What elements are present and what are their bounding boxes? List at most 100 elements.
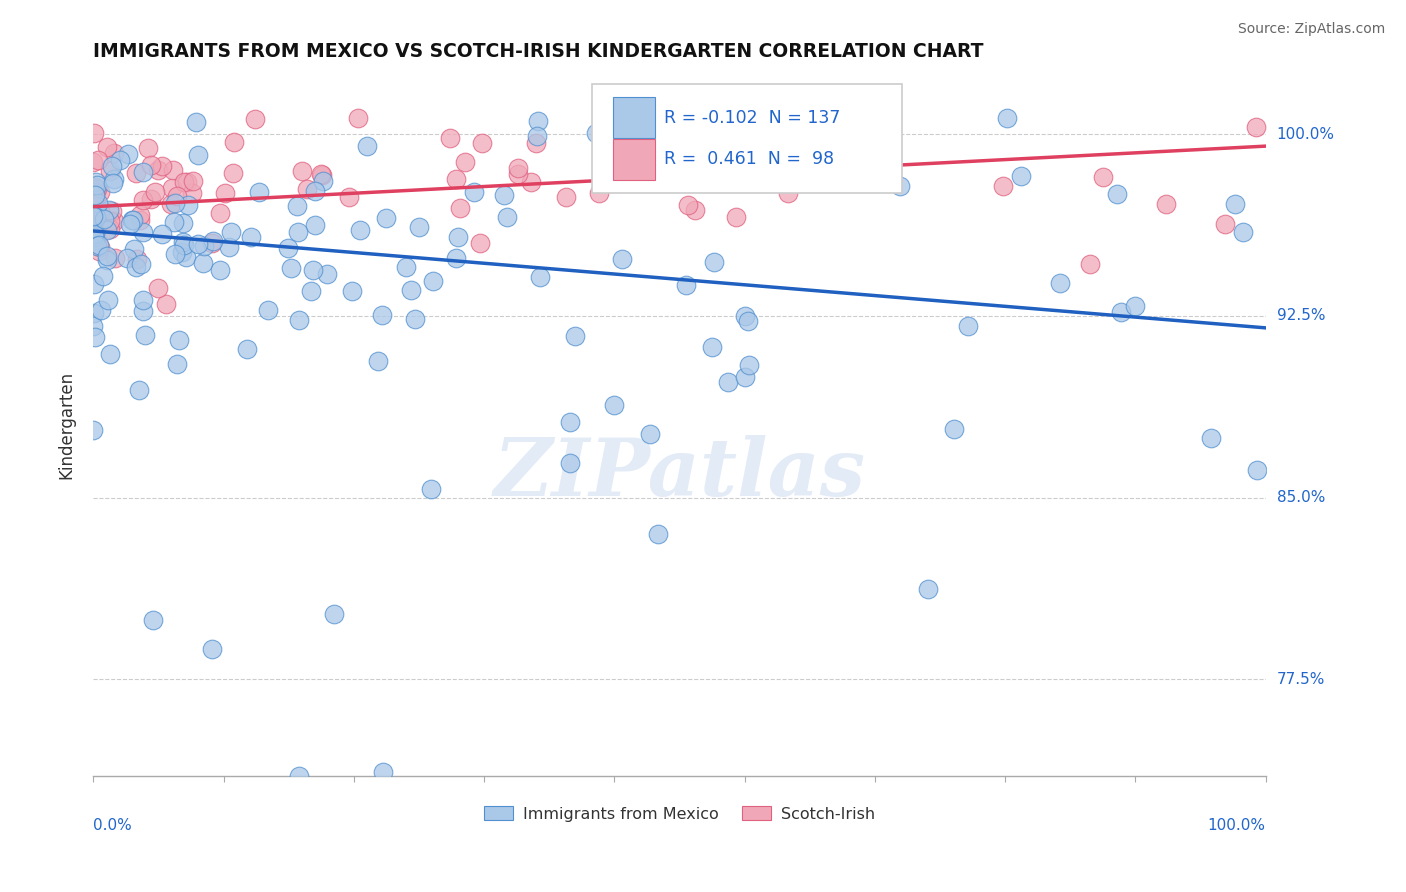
Point <box>734 370 756 384</box>
Text: R =  0.461  N =  98: R = 0.461 N = 98 <box>664 151 834 169</box>
Point <box>82 188 104 202</box>
Point <box>82 190 104 204</box>
Point <box>776 186 799 200</box>
Point <box>160 181 183 195</box>
Point <box>889 179 911 194</box>
Point <box>125 166 148 180</box>
Point <box>128 383 150 397</box>
Point <box>224 135 246 149</box>
Point <box>669 164 692 178</box>
Text: R = -0.102  N = 137: R = -0.102 N = 137 <box>664 109 841 127</box>
Point <box>304 184 326 198</box>
Point <box>588 186 610 200</box>
Point <box>82 154 104 169</box>
Point <box>132 304 155 318</box>
Point <box>86 153 108 168</box>
Point <box>83 216 105 230</box>
Point <box>1010 169 1032 183</box>
Point <box>749 168 772 182</box>
Point <box>724 210 747 224</box>
Point <box>120 217 142 231</box>
Y-axis label: Kindergarten: Kindergarten <box>58 371 75 479</box>
Point <box>301 262 323 277</box>
Point <box>83 230 105 244</box>
Point <box>1049 276 1071 290</box>
Point <box>309 168 332 182</box>
Point <box>163 246 186 260</box>
Point <box>214 186 236 200</box>
Point <box>610 252 633 266</box>
Point <box>243 112 266 126</box>
Point <box>558 416 581 430</box>
Point <box>89 204 111 219</box>
Point <box>83 227 105 241</box>
Point <box>83 214 105 228</box>
Point <box>132 193 155 207</box>
Point <box>449 201 471 215</box>
Point <box>84 233 107 247</box>
Point <box>661 90 683 104</box>
Point <box>83 306 105 320</box>
Point <box>98 347 121 361</box>
Point <box>202 234 225 248</box>
Point <box>83 200 105 214</box>
Point <box>602 398 624 412</box>
Point <box>177 198 200 212</box>
Point <box>83 187 105 202</box>
Point <box>98 214 121 228</box>
Point <box>564 328 586 343</box>
Point <box>554 190 576 204</box>
Point <box>90 303 112 318</box>
Point <box>129 208 152 222</box>
Point <box>172 216 194 230</box>
Point <box>100 204 122 219</box>
Point <box>312 174 335 188</box>
Text: Source: ZipAtlas.com: Source: ZipAtlas.com <box>1237 22 1385 37</box>
Point <box>371 764 394 779</box>
Point <box>122 213 145 227</box>
Point <box>1091 169 1114 184</box>
Point <box>86 178 108 193</box>
Point <box>160 196 183 211</box>
Point <box>96 223 118 237</box>
Point <box>337 190 360 204</box>
Point <box>1078 257 1101 271</box>
Point <box>311 168 333 182</box>
Point <box>454 155 477 169</box>
Point <box>97 203 120 218</box>
Point <box>82 219 104 233</box>
Point <box>1213 217 1236 231</box>
Point <box>218 240 240 254</box>
Point <box>991 179 1014 194</box>
Point <box>676 198 699 212</box>
Point <box>176 250 198 264</box>
Point <box>83 201 105 215</box>
Point <box>529 269 551 284</box>
Point <box>558 456 581 470</box>
Point <box>150 227 173 241</box>
Text: 100.0%: 100.0% <box>1208 818 1265 833</box>
Point <box>683 202 706 217</box>
Point <box>187 147 209 161</box>
Point <box>257 302 280 317</box>
Point <box>136 141 159 155</box>
Point <box>125 252 148 266</box>
Point <box>526 113 548 128</box>
Point <box>717 375 740 389</box>
Point <box>91 269 114 284</box>
Point <box>93 212 115 227</box>
Point <box>613 97 636 112</box>
Point <box>129 256 152 270</box>
Point <box>82 232 104 246</box>
Point <box>84 224 107 238</box>
Point <box>82 180 104 194</box>
FancyBboxPatch shape <box>592 84 903 193</box>
Point <box>340 285 363 299</box>
Point <box>83 126 105 140</box>
Point <box>163 196 186 211</box>
Point <box>737 314 759 328</box>
Point <box>288 769 311 783</box>
Point <box>222 166 245 180</box>
Point <box>103 145 125 160</box>
Point <box>193 239 215 253</box>
